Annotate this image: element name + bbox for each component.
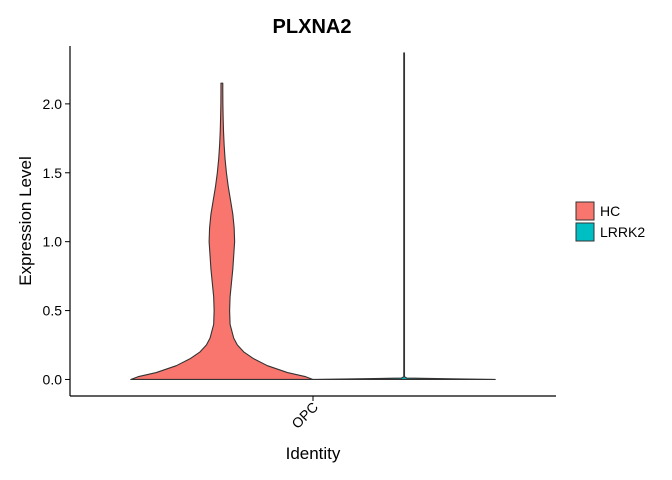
violin-lrrk2 (312, 52, 496, 381)
y-tick-label: 0.5 (43, 303, 63, 319)
y-tick-label: 2.0 (43, 96, 63, 112)
x-axis-ticks: OPC (288, 396, 321, 432)
violin-hc (130, 82, 314, 381)
chart-title: PLXNA2 (273, 16, 352, 38)
legend-label-lrrk2: LRRK2 (600, 224, 645, 240)
y-axis-title: Expression Level (16, 156, 35, 285)
legend-key-lrrk2 (575, 222, 595, 242)
y-tick-label: 0.0 (43, 371, 63, 387)
y-tick-label: 1.5 (43, 165, 63, 181)
legend-key-hc (575, 201, 595, 221)
legend: HC LRRK2 (575, 201, 645, 242)
legend-label-hc: HC (600, 203, 620, 219)
plot-area (130, 52, 496, 381)
x-tick-label: OPC (288, 399, 321, 432)
x-axis-title: Identity (286, 444, 341, 463)
y-tick-label: 1.0 (43, 234, 63, 250)
y-axis-ticks: 0.0 0.5 1.0 1.5 2.0 (43, 96, 70, 387)
